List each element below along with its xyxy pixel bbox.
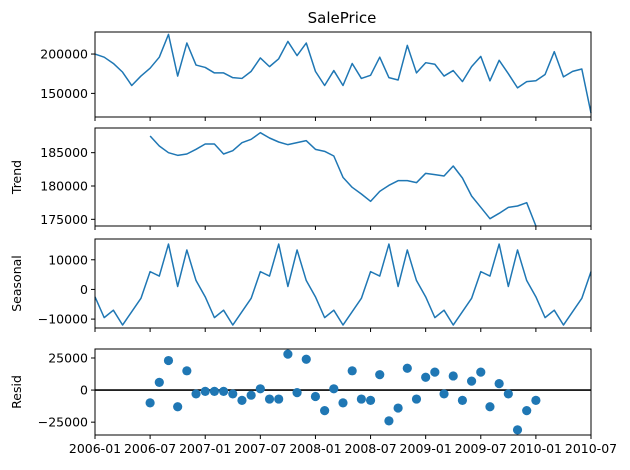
resid-point: [485, 402, 495, 412]
observed-series-line: [94, 33, 592, 114]
resid-point: [274, 394, 284, 404]
resid-point: [173, 402, 183, 412]
trend-frame: [94, 127, 592, 227]
resid-point: [218, 386, 229, 396]
resid-point: [457, 395, 468, 405]
resid-point: [476, 367, 486, 377]
xtick-label: 2009-01: [400, 441, 452, 456]
xtick-label: 2010-07: [565, 441, 617, 456]
resid-ytick-label: 25000: [48, 350, 88, 365]
xtick-label: 2008-01: [289, 441, 341, 456]
resid-point: [237, 395, 247, 405]
resid-point: [430, 367, 440, 377]
resid-point: [255, 384, 265, 394]
resid-point: [329, 384, 339, 394]
resid-ytick-label: 0: [80, 383, 88, 398]
panel-observed: 150000 200000: [40, 31, 592, 121]
seasonal-ytick-label: 0: [80, 282, 88, 297]
resid-point: [145, 398, 155, 408]
xtick-label: 2010-01: [510, 441, 562, 456]
trend-ytick-label: 185000: [40, 145, 88, 160]
observed-ytick-label: 150000: [40, 86, 88, 101]
resid-point: [503, 389, 513, 399]
resid-point: [320, 406, 330, 416]
seasonal-ylabel: Seasonal: [9, 255, 24, 312]
resid-point: [163, 355, 174, 366]
resid-point: [402, 363, 412, 373]
resid-point: [292, 388, 302, 398]
resid-point: [466, 376, 477, 386]
resid-point: [301, 354, 311, 364]
resid-ylabel: Resid: [9, 375, 24, 409]
resid-point: [246, 390, 256, 400]
resid-frame: [94, 348, 592, 436]
observed-ytick-label: 200000: [40, 47, 88, 62]
panels: 150000 200000 175000 180000 185000 Trend −1000…: [9, 31, 592, 439]
trend-ylabel: Trend: [9, 160, 24, 195]
resid-point: [264, 394, 275, 404]
resid-point: [200, 386, 210, 396]
trend-ytick-label: 180000: [40, 179, 88, 194]
seasonal-ytick-label: 10000: [48, 252, 88, 267]
xtick-label: 2008-07: [344, 441, 396, 456]
resid-point: [356, 394, 366, 404]
resid-point: [338, 398, 348, 408]
panel-trend: 175000 180000 185000 Trend: [9, 127, 592, 230]
resid-point: [182, 366, 192, 376]
resid-point: [228, 389, 238, 399]
resid-point: [421, 372, 431, 382]
resid-point: [191, 389, 201, 399]
resid-point: [310, 391, 321, 402]
resid-point: [522, 406, 532, 416]
resid-point: [448, 371, 458, 381]
trend-series-line: [149, 131, 537, 227]
xtick-label: 2006-07: [124, 441, 176, 456]
resid-point: [365, 395, 376, 405]
resid-point: [512, 425, 523, 435]
resid-point: [209, 386, 220, 396]
seasonal-frame: [94, 238, 592, 329]
xtick-label: 2009-07: [455, 441, 507, 456]
resid-point: [494, 379, 504, 389]
figure-title: SalePrice: [308, 9, 377, 27]
xtick-label: 2007-07: [234, 441, 286, 456]
panel-resid: −25000 0 25000 Resid: [9, 348, 592, 439]
resid-point: [411, 394, 422, 404]
observed-frame: [94, 31, 592, 118]
resid-ytick-label: −25000: [38, 415, 88, 430]
seasonal-ytick-label: −10000: [38, 312, 88, 327]
trend-ytick-label: 175000: [40, 212, 88, 227]
panel-seasonal: −10000 0 10000 Seasonal: [9, 238, 592, 332]
xtick-label: 2006-01: [69, 441, 121, 456]
resid-point: [393, 403, 403, 413]
xtick-label: 2007-01: [179, 441, 231, 456]
shared-x-axis: 2006-01 2006-07 2007-01 2007-07 2008-01 2008-…: [69, 441, 617, 456]
resid-point: [384, 416, 394, 426]
resid-point: [154, 377, 164, 387]
resid-point: [347, 366, 357, 376]
resid-point: [439, 389, 449, 399]
resid-point: [531, 395, 541, 405]
seasonal-series-line: [94, 243, 592, 326]
resid-point: [375, 370, 385, 380]
resid-point: [283, 349, 293, 359]
